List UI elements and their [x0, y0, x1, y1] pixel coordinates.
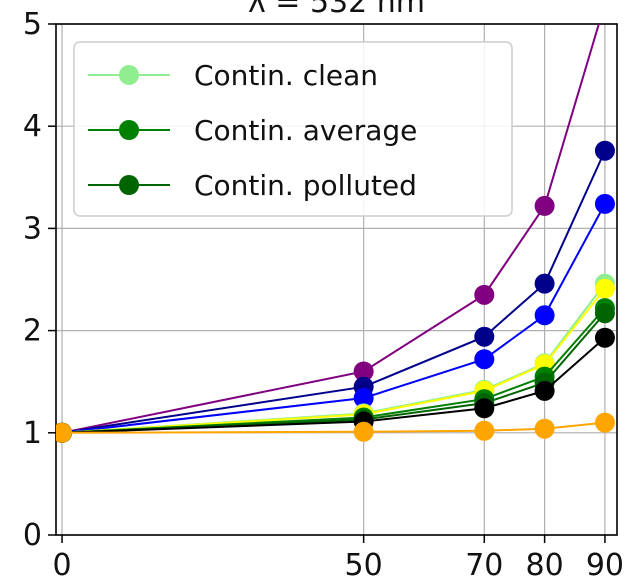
x-tick-label: 70: [465, 548, 503, 583]
series-line: [61, 307, 606, 434]
y-tick-label: 4: [23, 109, 42, 144]
data-point: [534, 380, 555, 401]
series-line: [61, 282, 606, 434]
x-tick-label: 90: [586, 548, 624, 583]
y-tick-label: 3: [23, 211, 42, 246]
data-point: [594, 193, 615, 214]
data-point: [534, 305, 555, 326]
data-point: [594, 140, 615, 161]
legend-label: Contin. clean: [194, 59, 378, 92]
legend-label: Contin. average: [194, 114, 417, 147]
y-tick-label: 1: [23, 416, 42, 451]
series: [56, 412, 615, 443]
data-point: [474, 284, 495, 305]
legend-label: Contin. polluted: [194, 169, 417, 202]
data-point: [474, 420, 495, 441]
data-point: [594, 303, 615, 324]
series: [56, 327, 615, 443]
data-point: [595, 0, 615, 14]
data-point: [474, 326, 495, 347]
data-point: [594, 327, 615, 348]
data-point: [534, 273, 555, 294]
data-point: [594, 412, 615, 433]
legend-marker: [119, 175, 139, 195]
axes: 0 50 70 80 90 0 1 2 3 4 5: [23, 7, 624, 583]
data-point: [353, 421, 374, 442]
data-point: [534, 195, 555, 216]
plot-frame: [55, 23, 618, 536]
series-line: [61, 288, 606, 434]
legend-marker: [119, 120, 139, 140]
y-tick-label: 2: [23, 314, 42, 349]
legend-box: [73, 41, 513, 217]
series: [56, 193, 615, 443]
data-point: [474, 398, 495, 419]
data-point: [353, 361, 374, 382]
data-point: [474, 349, 495, 370]
x-tick-label: 0: [52, 548, 71, 583]
y-tick-label: 0: [23, 518, 42, 553]
chart-title: λ = 532 nm: [248, 0, 425, 20]
data-point: [353, 388, 374, 409]
x-tick-label: 80: [526, 548, 564, 583]
series-layer: [56, 0, 615, 443]
x-tick-label: 50: [345, 548, 383, 583]
data-point: [534, 418, 555, 439]
y-tick-label: 5: [23, 7, 42, 42]
legend: Contin. clean Contin. average Contin. poll…: [73, 41, 513, 217]
legend-marker: [119, 65, 139, 85]
data-point: [594, 278, 615, 299]
data-point: [56, 422, 73, 443]
